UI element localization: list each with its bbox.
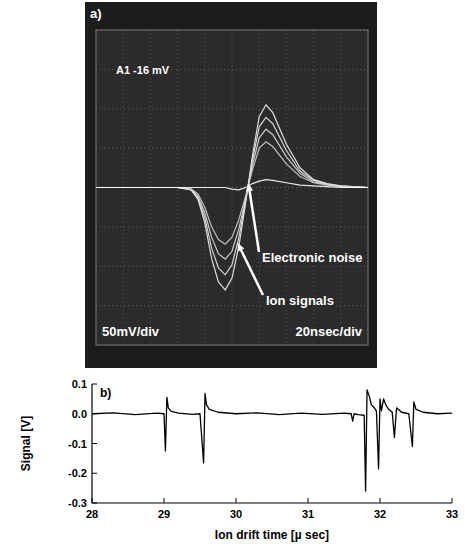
x-tick-label: 33 (446, 508, 458, 520)
annotation: 20nsec/div (296, 324, 363, 339)
trace (96, 180, 368, 190)
x-tick (236, 498, 237, 503)
y-tick (92, 473, 97, 474)
y-tick (92, 384, 97, 385)
annotation: Electronic noise (262, 250, 362, 265)
x-tick-label: 28 (86, 508, 98, 520)
y-tick-label: -0.2 (68, 467, 87, 479)
y-axis-title: Signal [V] (19, 416, 33, 471)
panel-label: b) (100, 386, 111, 400)
label-ground (114, 63, 172, 77)
plot-lines (92, 390, 452, 491)
trace (96, 117, 368, 275)
grid-line (96, 148, 368, 149)
x-tick (92, 498, 93, 503)
label-ground (100, 323, 162, 340)
grid-line (259, 30, 260, 345)
signal-line (92, 390, 452, 491)
label-ground (294, 323, 365, 340)
photo-frame (85, 2, 377, 368)
x-tick-label: 32 (374, 508, 386, 520)
x-tick (164, 498, 165, 503)
arrow (239, 246, 263, 295)
arrow (249, 187, 259, 252)
annotation: Ion signals (266, 293, 334, 308)
arrow-head (237, 243, 244, 252)
label-ground (264, 292, 336, 309)
annotation: A1 -16 mV (116, 64, 170, 76)
y-tick-label: 0.0 (72, 408, 87, 420)
y-tick-label: -0.1 (68, 438, 87, 450)
x-tick (452, 498, 453, 503)
x-tick (308, 498, 309, 503)
figure: a) A1 -16 mV 50mV/div 20nsec/div Electronic … (0, 0, 465, 548)
screen-border (96, 30, 368, 345)
x-tick (380, 498, 381, 503)
x-axis-title: Ion drift time [µ sec] (215, 528, 329, 542)
annotation: 50mV/div (102, 324, 160, 339)
x-tick-label: 29 (158, 508, 170, 520)
grid-line (96, 226, 368, 227)
grid-line (96, 108, 368, 109)
y-tick-label: -0.3 (68, 497, 87, 509)
arrow-head (246, 183, 253, 192)
trace (96, 129, 368, 259)
y-tick-label: 0.1 (72, 378, 87, 390)
label-ground (260, 249, 364, 266)
y-tick (92, 503, 97, 504)
x-tick-label: 30 (230, 508, 242, 520)
x-axis (92, 502, 452, 503)
panel-label: a) (90, 6, 102, 21)
screen (96, 30, 368, 345)
trace (96, 142, 368, 244)
x-tick-label: 31 (302, 508, 314, 520)
trace (96, 105, 368, 290)
y-tick (92, 443, 97, 444)
traces (96, 105, 368, 290)
